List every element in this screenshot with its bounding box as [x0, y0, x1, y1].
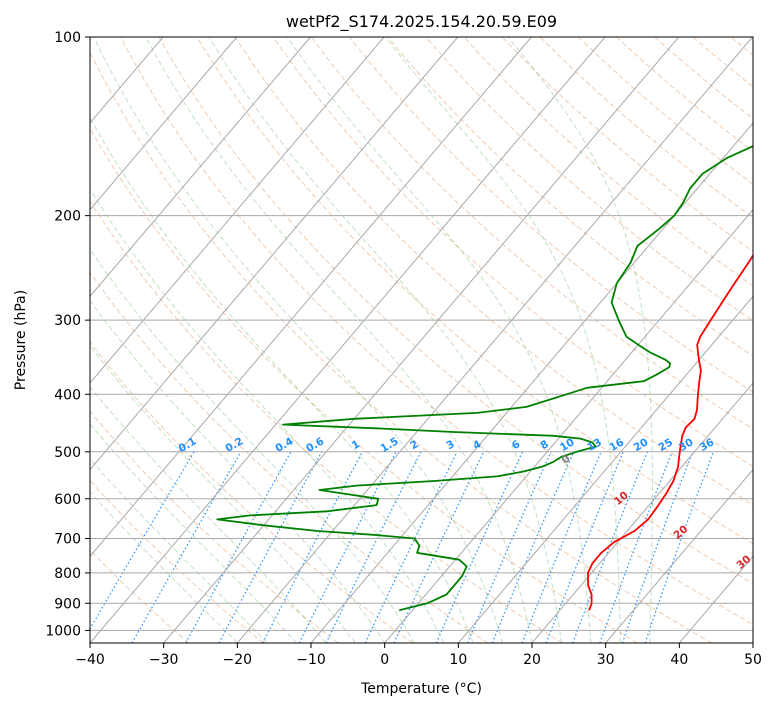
y-axis-label: Pressure (hPa) [13, 290, 29, 390]
y-tick-label: 400 [54, 387, 81, 403]
x-tick-label: 0 [380, 652, 389, 668]
y-tick-label: 900 [54, 596, 81, 612]
y-tick-label: 600 [54, 492, 81, 508]
x-tick-label: 20 [523, 652, 541, 668]
x-tick-label: −20 [223, 652, 253, 668]
y-tick-label: 800 [54, 566, 81, 582]
x-axis-label: Temperature (°C) [360, 681, 482, 697]
x-tick-label: −30 [149, 652, 179, 668]
x-tick-label: −10 [296, 652, 326, 668]
x-tick-label: 40 [670, 652, 688, 668]
chart-title: wetPf2_S174.2025.154.20.59.E09 [286, 12, 557, 32]
y-tick-label: 500 [54, 445, 81, 461]
y-tick-label: 200 [54, 209, 81, 225]
x-tick-label: 30 [597, 652, 615, 668]
y-tick-label: 700 [54, 532, 81, 548]
x-tick-label: 10 [449, 652, 467, 668]
y-tick-label: 100 [54, 30, 81, 46]
y-tick-label: 300 [54, 313, 81, 329]
y-tick-label: 1000 [45, 623, 81, 639]
x-tick-label: 50 [744, 652, 762, 668]
x-tick-label: −40 [75, 652, 105, 668]
